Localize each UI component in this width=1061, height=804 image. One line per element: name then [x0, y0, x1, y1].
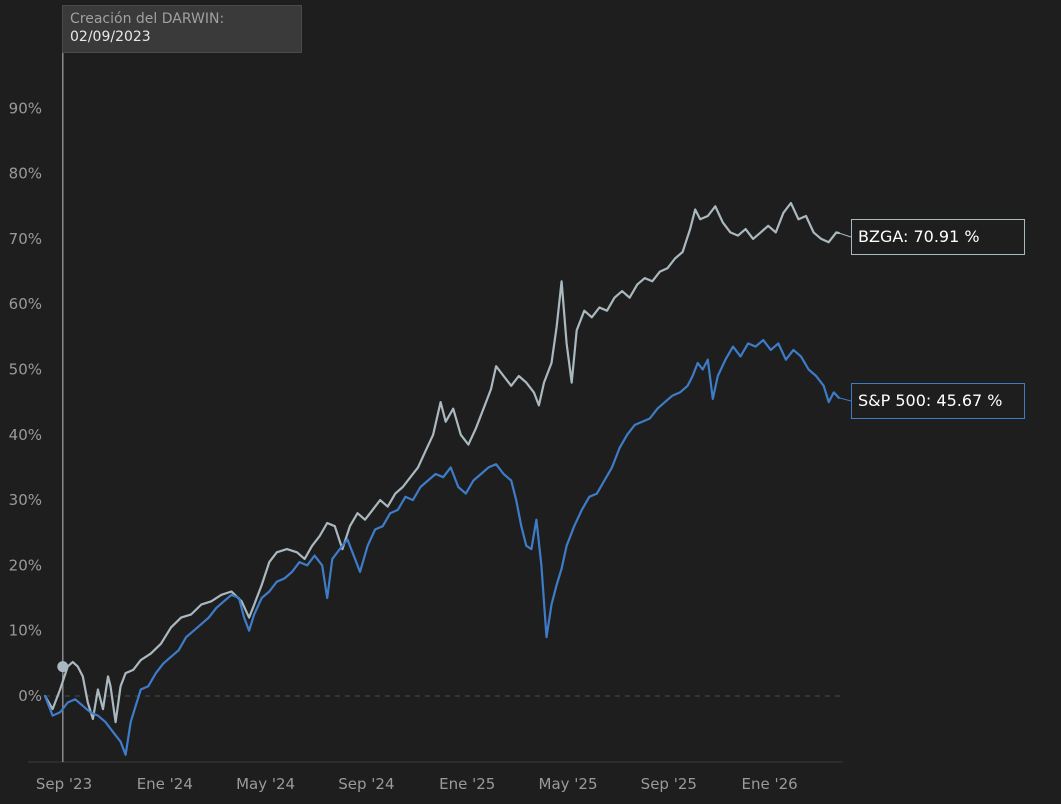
series-layer: [43, 201, 852, 756]
y-tick-label: 90%: [9, 99, 42, 117]
x-tick-label: Sep '23: [36, 775, 92, 793]
creation-label: Creación del DARWIN:: [70, 11, 225, 27]
creation-tooltip: Creación del DARWIN: 02/09/2023: [62, 5, 302, 53]
end-label-connector: [838, 397, 852, 402]
bzga-end-label: BZGA: 70.91 %: [851, 219, 1025, 255]
x-tick-label: May '24: [236, 775, 295, 793]
y-tick-label: 30%: [9, 491, 42, 509]
end-label-connector: [838, 232, 852, 238]
series-line-bzga: [43, 201, 840, 724]
y-tick-label: 10%: [9, 622, 42, 640]
x-tick-label: Ene '25: [439, 775, 495, 793]
y-tick-label: 70%: [9, 230, 42, 248]
creation-date: 02/09/2023: [70, 29, 151, 45]
series-line-sp500: [43, 339, 840, 756]
x-tick-label: Ene '26: [741, 775, 797, 793]
y-tick-label: 80%: [9, 165, 42, 183]
creation-dot: [57, 661, 69, 673]
x-tick-label: Sep '25: [641, 775, 697, 793]
axis-layer: 0% 10% 20% 30% 40% 50% 60% 70% 80% 90% Sep '23 Ene …: [9, 45, 843, 793]
x-tick-label: Sep '24: [338, 775, 394, 793]
y-tick-label: 60%: [9, 295, 42, 313]
sp500-end-label: S&P 500: 45.67 %: [851, 383, 1025, 419]
x-tick-label: May '25: [539, 775, 598, 793]
y-tick-label: 40%: [9, 426, 42, 444]
y-tick-label: 20%: [9, 556, 42, 574]
y-tick-label: 50%: [9, 361, 42, 379]
y-tick-label: 0%: [18, 687, 42, 705]
x-tick-label: Ene '24: [137, 775, 193, 793]
